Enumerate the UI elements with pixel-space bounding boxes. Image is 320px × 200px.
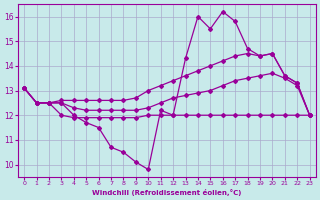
X-axis label: Windchill (Refroidissement éolien,°C): Windchill (Refroidissement éolien,°C) bbox=[92, 189, 242, 196]
